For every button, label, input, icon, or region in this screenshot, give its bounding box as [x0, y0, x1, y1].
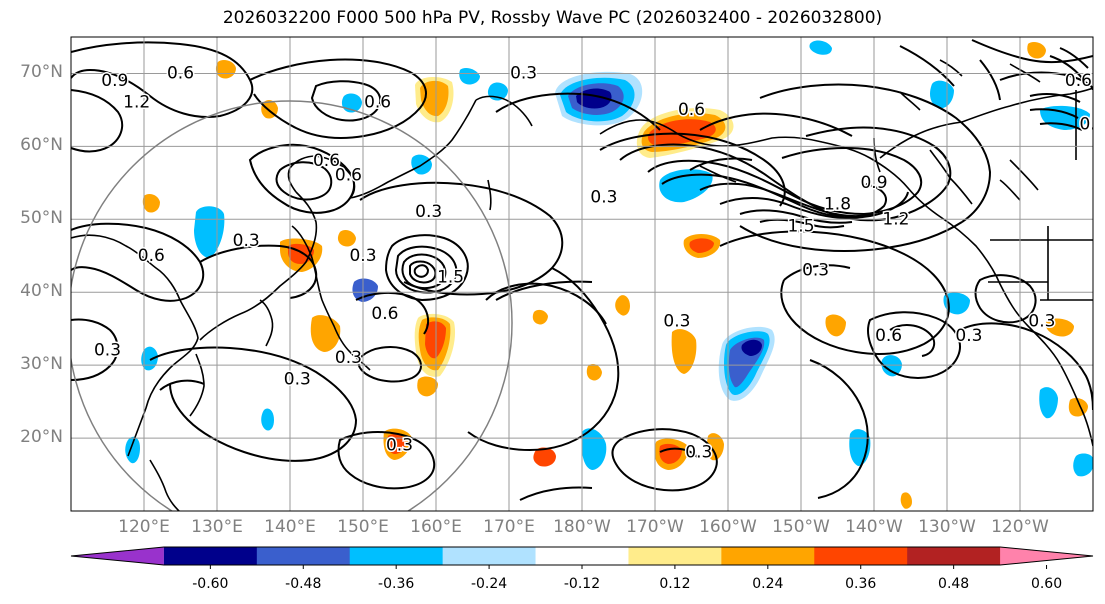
colorbar-tick-label: -0.48 [285, 576, 322, 592]
contour-label: 0.3 [335, 348, 362, 368]
lon-tick-label: 130°E [191, 517, 243, 537]
contour-label: 0.3 [955, 326, 982, 346]
lon-tick-label: 140°W [845, 517, 903, 537]
lon-tick-label: 160°E [410, 517, 462, 537]
contour-label: 1.2 [123, 93, 150, 113]
contour-label: 0.6 [875, 326, 902, 346]
colorbar [70, 546, 1094, 569]
contour-label: 0.3 [685, 443, 712, 463]
colorbar-tick-label: 0.12 [659, 576, 691, 592]
lon-tick-label: 120°W [991, 517, 1049, 537]
contour-label: 0.3 [349, 246, 376, 266]
map-field: 0.60.91.20.60.30.60.60.30.90.60.60.30.30… [71, 37, 1105, 511]
lat-tick-label: 50°N [20, 208, 63, 229]
contour-label: 0.6 [371, 304, 398, 324]
lon-tick-label: 150°E [337, 517, 389, 537]
colorbar-swatch [442, 547, 537, 565]
colorbar-swatch [535, 547, 629, 565]
colorbar-swatch [256, 547, 351, 565]
colorbar-outline [70, 546, 1094, 566]
contour-label: 1.5 [437, 268, 464, 288]
lon-tick-label: 170°E [483, 517, 535, 537]
contour-label: 0.6 [678, 100, 705, 120]
contour-label: 0.3 [284, 370, 311, 390]
great-circle-range [71, 100, 513, 511]
colorbar-swatch [814, 547, 908, 565]
contour-label: 0.3 [590, 187, 617, 207]
colorbar-swatch [71, 547, 164, 565]
contour-label: 0.9 [101, 71, 128, 91]
colorbar-swatch [628, 547, 722, 565]
contour-label: 1.2 [882, 209, 909, 229]
contour-label: 0.6 [335, 166, 362, 186]
contour-labels: 0.60.91.20.60.30.60.60.30.90.60.60.30.30… [92, 62, 1105, 464]
colorbar-swatch [907, 547, 1001, 565]
colorbar-tick-label: -0.36 [378, 576, 415, 592]
contour-label: 0.3 [1028, 311, 1055, 331]
contour-label: 0.3 [415, 202, 442, 222]
lat-tick-label: 20°N [20, 427, 63, 448]
colorbar-tick-label: 0.24 [752, 576, 784, 592]
pv-contours [71, 39, 1093, 501]
contour-label: 0.3 [233, 231, 260, 251]
coastlines [71, 59, 1093, 511]
colorbar-tick-label: 0.60 [1030, 576, 1063, 592]
contour-label: 0.6 [364, 93, 391, 113]
lon-tick-label: 130°W [918, 517, 976, 537]
contour-label: 1.5 [787, 217, 814, 237]
contour-label: 0.3 [663, 311, 690, 331]
contour-label: 0.3 [94, 341, 121, 361]
colorbar-tick-label: -0.60 [192, 576, 229, 592]
colorbar-swatch [1000, 547, 1093, 565]
colorbar-tick-label: 0.36 [845, 576, 877, 592]
colorbar-swatch [349, 547, 444, 565]
colorbar-tick-label: -0.24 [470, 576, 508, 592]
contour-label: 0.6 [138, 246, 165, 266]
contour-label: 0.3 [510, 63, 537, 83]
contour-label: 0.9 [860, 173, 887, 193]
lon-tick-label: 160°W [699, 517, 757, 537]
contour-label: 1.8 [824, 195, 851, 215]
colorbar-tick-label: -0.12 [563, 576, 601, 592]
colorbar-swatch [163, 547, 258, 565]
lon-tick-label: 180°W [553, 517, 611, 537]
lat-tick-label: 40°N [20, 281, 63, 302]
contour-label: 0.6 [1065, 71, 1092, 91]
map-frame [70, 36, 1094, 512]
contour-label: 0.3 [1079, 115, 1105, 135]
lat-lon-grid [71, 37, 1093, 511]
lon-tick-label: 120°E [118, 517, 170, 537]
map-title: 2026032200 F000 500 hPa PV, Rossby Wave … [222, 8, 883, 28]
contour-label: 0.6 [167, 63, 194, 83]
colorbar-tick-label: 0.48 [938, 576, 970, 592]
lat-tick-label: 60°N [20, 135, 63, 156]
lat-tick-label: 70°N [20, 62, 63, 83]
contour-label: 0.3 [802, 260, 829, 280]
colorbar-swatch [721, 547, 815, 565]
lon-tick-label: 140°E [264, 517, 316, 537]
lon-tick-label: 170°W [626, 517, 684, 537]
contour-label: 0.6 [313, 151, 340, 171]
lat-tick-label: 30°N [20, 354, 63, 375]
contour-label: 0.3 [386, 435, 413, 455]
lon-tick-label: 150°W [772, 517, 830, 537]
